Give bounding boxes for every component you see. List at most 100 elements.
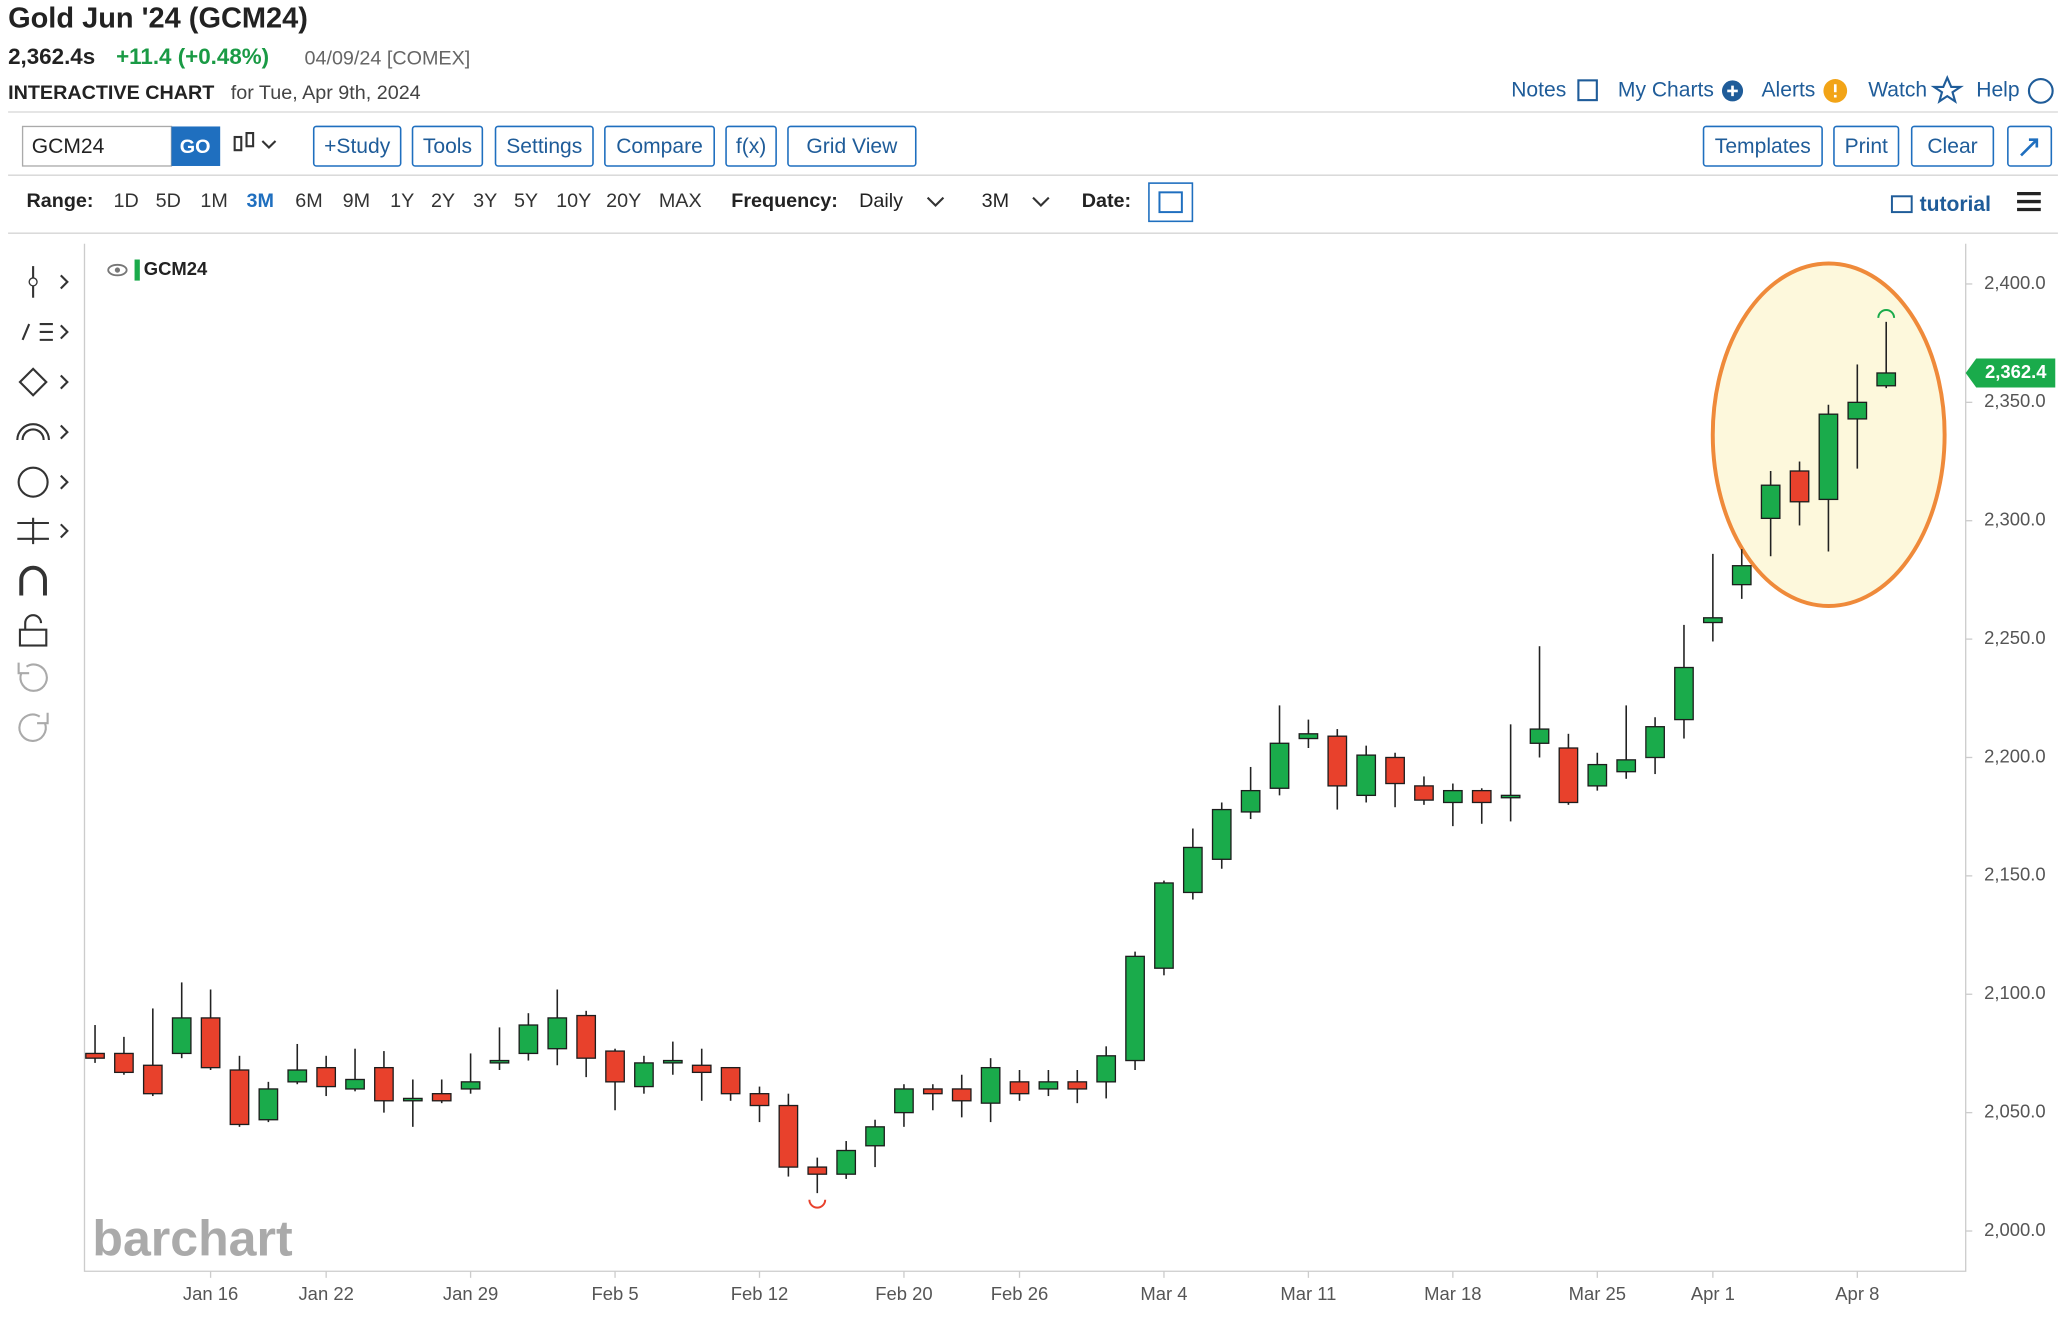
legend-swatch: [134, 259, 140, 281]
toolbar-button[interactable]: [1833, 125, 1900, 167]
range-option[interactable]: 9M: [343, 190, 370, 212]
chart-type-icon[interactable]: [233, 132, 277, 152]
nav-link[interactable]: My Charts: [1618, 78, 1714, 101]
quote-date: 04/09/24 [COMEX]: [304, 48, 470, 70]
candle-body: [951, 1088, 972, 1102]
go-button[interactable]: [171, 126, 221, 166]
button-label: Tools: [423, 135, 472, 158]
range-option[interactable]: 5D: [156, 190, 181, 212]
candle-body: [1471, 789, 1492, 804]
tool-shape[interactable]: [18, 367, 48, 397]
range-option[interactable]: 5Y: [514, 190, 538, 212]
tutorial-link[interactable]: tutorial: [1920, 193, 1991, 216]
expand-icon: [2020, 138, 2039, 157]
legend: GCM24: [107, 258, 208, 281]
toolbar-button[interactable]: [725, 125, 777, 167]
range-option[interactable]: 1M: [200, 190, 227, 212]
candle-body: [749, 1093, 770, 1107]
nav-link[interactable]: Help: [1976, 78, 2019, 101]
y-tick-label: 2,150.0: [1984, 864, 2046, 885]
tool-lock[interactable]: [18, 628, 48, 647]
candle-body: [1674, 666, 1694, 721]
y-tick-label: 2,400.0: [1984, 272, 2046, 293]
tool-arrows: [60, 274, 69, 539]
tool-number[interactable]: [17, 466, 49, 498]
range-option[interactable]: MAX: [659, 190, 702, 212]
candle-body: [200, 1017, 221, 1069]
candles: [85, 321, 1897, 1194]
candle-body: [258, 1088, 279, 1121]
price: 2,362.4s: [8, 44, 95, 69]
candle-body: [1529, 728, 1550, 744]
range-option[interactable]: 10Y: [556, 190, 591, 212]
candle-body: [807, 1166, 828, 1175]
toolbar-button[interactable]: [312, 125, 402, 167]
candle-body: [1269, 742, 1290, 789]
range-option[interactable]: 3Y: [473, 190, 497, 212]
button-label: Templates: [1715, 135, 1811, 158]
y-tick-label: 2,050.0: [1984, 1101, 2046, 1122]
candle-body: [1096, 1055, 1117, 1083]
tool-magnet[interactable]: [19, 565, 47, 596]
range-option[interactable]: 2Y: [431, 190, 455, 212]
candle-body: [431, 1093, 452, 1102]
tool-measure[interactable]: [17, 517, 49, 545]
frequency-value[interactable]: Daily: [859, 190, 903, 212]
menu-icon[interactable]: [2017, 192, 2041, 212]
range-option[interactable]: 3M: [247, 190, 274, 212]
plus: [1727, 85, 1738, 97]
toolbar-button[interactable]: [787, 125, 917, 167]
tool-fib[interactable]: [21, 323, 53, 341]
chart-date: for Tue, Apr 9th, 2024: [231, 82, 421, 104]
x-tick-label: Jan 29: [443, 1283, 498, 1304]
symbol-input[interactable]: [21, 125, 173, 167]
range-option[interactable]: 20Y: [606, 190, 641, 212]
toolbar-button[interactable]: [1702, 125, 1823, 167]
tool-redo[interactable]: [18, 712, 49, 742]
nav-link[interactable]: Watch: [1868, 78, 1927, 101]
period-value[interactable]: 3M: [982, 190, 1009, 212]
candle-body: [114, 1052, 134, 1074]
toolbar-button[interactable]: [411, 125, 484, 167]
candle-body: [402, 1097, 423, 1102]
y-tick-label: 2,300.0: [1984, 509, 2046, 530]
candle-body: [1385, 756, 1405, 785]
candle-body: [547, 1017, 568, 1050]
eye-pupil: [114, 267, 121, 273]
range-option[interactable]: 1Y: [390, 190, 414, 212]
date-picker[interactable]: [1148, 182, 1194, 223]
tool-arc[interactable]: [16, 423, 50, 441]
candle-body: [1298, 733, 1319, 740]
candle-body: [1442, 789, 1463, 804]
help-icon: [2027, 77, 2054, 104]
candle-body: [662, 1059, 683, 1064]
x-tick-label: Mar 18: [1424, 1283, 1481, 1304]
candle-body: [142, 1064, 163, 1095]
go-text: GO: [180, 136, 211, 158]
nav-link[interactable]: Alerts: [1762, 78, 1816, 101]
range-label: Range:: [27, 190, 94, 212]
candle-body: [691, 1064, 712, 1074]
candle-body: [894, 1088, 914, 1114]
candle-body: [720, 1066, 741, 1095]
candle-body: [518, 1024, 539, 1055]
candle-body: [1789, 470, 1810, 503]
candle-body: [1876, 372, 1897, 387]
nav-icons: [1577, 75, 2054, 104]
range-option[interactable]: 6M: [295, 190, 322, 212]
candle-body: [922, 1088, 943, 1095]
tool-undo[interactable]: [17, 662, 48, 692]
tool-dot: [28, 277, 38, 287]
toolbar-button[interactable]: [494, 125, 594, 167]
nav-link[interactable]: Notes: [1511, 78, 1566, 101]
range-option[interactable]: 1D: [113, 190, 138, 212]
toolbar-button[interactable]: [604, 125, 715, 167]
toolbar-button[interactable]: [1910, 125, 1995, 167]
eye-icon[interactable]: [107, 263, 128, 277]
calendar-icon: [1158, 191, 1183, 214]
drawing-tools: [16, 266, 69, 742]
candle-body: [1240, 789, 1261, 813]
button-label: Settings: [506, 135, 582, 158]
candle-body: [1702, 617, 1723, 624]
legend-label: GCM24: [144, 258, 208, 279]
